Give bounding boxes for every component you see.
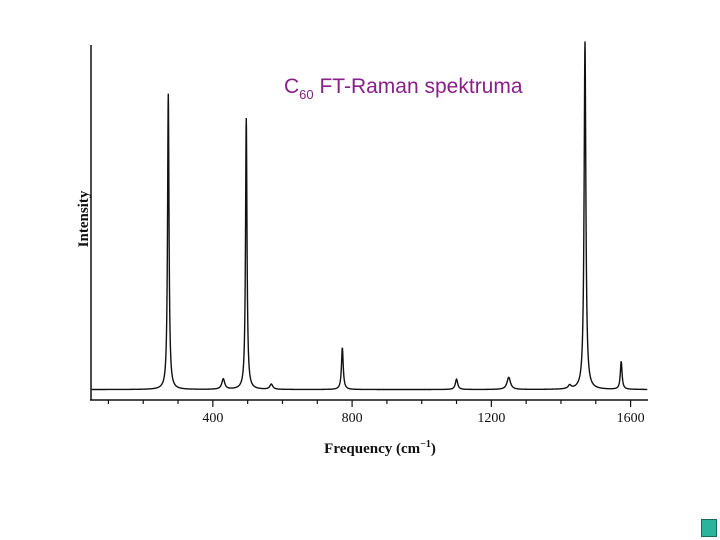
chart-title: C60 FT-Raman spektruma <box>284 75 523 102</box>
x-ticks <box>107 400 632 407</box>
chart-title-subscript: 60 <box>299 87 313 102</box>
x-tick-label: 1200 <box>477 411 505 426</box>
x-axis-label: Frequency (cm−1) <box>324 439 436 457</box>
chart-title-main: C <box>284 75 299 98</box>
x-tick-label: 800 <box>342 411 363 426</box>
x-axis-label-main: Frequency (cm <box>324 441 420 457</box>
x-axis-label-sup: −1 <box>420 439 431 450</box>
x-tick-label: 400 <box>202 411 223 426</box>
spectrum-line <box>91 41 648 391</box>
corner-nav-button[interactable] <box>701 519 717 537</box>
y-axis-label: Intensity <box>76 190 92 247</box>
x-tick-labels: 400 800 1200 1600 <box>202 411 644 426</box>
chart-title-rest: FT-Raman spektruma <box>314 75 523 98</box>
x-axis-label-end: ) <box>431 441 436 457</box>
x-tick-label: 1600 <box>617 411 645 426</box>
